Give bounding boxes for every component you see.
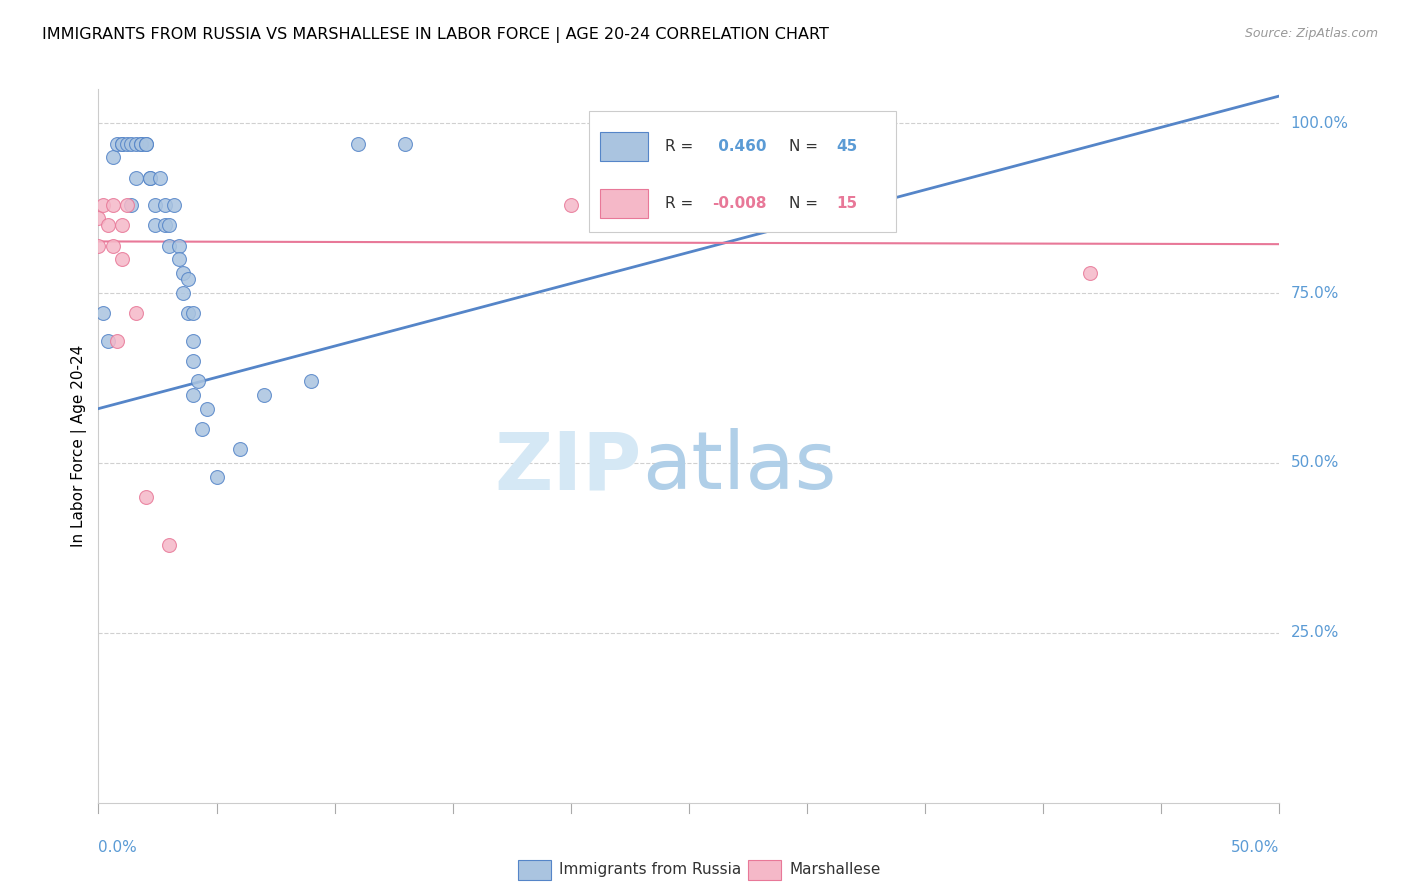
Point (129, 136, 152, 151)
Point (172, 266, 194, 280)
Text: 45: 45 (837, 139, 858, 153)
Point (105, 136, 128, 151)
Text: 25.0%: 25.0% (1291, 625, 1339, 640)
Text: N =: N = (789, 196, 818, 211)
Point (101, 150, 124, 164)
Point (153, 218, 176, 232)
Point (157, 537, 180, 551)
Point (163, 198, 186, 212)
Point (139, 170, 162, 185)
Text: -0.008: -0.008 (713, 196, 768, 211)
Point (125, 136, 148, 151)
Point (97, 334, 120, 348)
Point (181, 354, 204, 368)
Point (105, 334, 128, 348)
Point (135, 136, 157, 151)
Point (153, 198, 176, 212)
Text: 100.0%: 100.0% (1291, 116, 1348, 131)
Text: 0.0%: 0.0% (98, 840, 138, 855)
Point (394, 136, 416, 151)
FancyBboxPatch shape (589, 111, 896, 232)
Bar (600, 132, 648, 161)
Text: Immigrants from Russia: Immigrants from Russia (560, 863, 741, 878)
Bar (748, 860, 782, 880)
Bar (517, 860, 551, 880)
Text: 50.0%: 50.0% (1291, 456, 1339, 470)
Point (129, 136, 152, 151)
Text: R =: R = (665, 196, 693, 211)
Point (115, 198, 138, 212)
Point (1080, 266, 1102, 280)
Point (253, 388, 276, 402)
Point (157, 218, 180, 232)
Text: N =: N = (789, 139, 818, 153)
Y-axis label: In Labor Force | Age 20-24: In Labor Force | Age 20-24 (72, 345, 87, 547)
Text: Source: ZipAtlas.com: Source: ZipAtlas.com (1244, 27, 1378, 40)
Point (167, 238, 190, 252)
Point (172, 286, 194, 301)
Point (87, 238, 110, 252)
Text: 15: 15 (837, 196, 858, 211)
Text: 0.460: 0.460 (713, 139, 766, 153)
Point (135, 136, 157, 151)
Point (187, 375, 209, 389)
Point (607, 136, 630, 151)
Text: ZIP: ZIP (495, 428, 641, 507)
Point (139, 170, 162, 185)
Bar (600, 189, 648, 218)
Point (91, 306, 114, 320)
Text: R =: R = (665, 139, 693, 153)
Point (111, 252, 134, 266)
Point (125, 306, 148, 320)
Point (101, 198, 124, 212)
Text: atlas: atlas (641, 428, 837, 507)
Point (181, 388, 204, 402)
Point (121, 198, 143, 212)
Point (177, 272, 200, 286)
Point (205, 469, 228, 483)
Point (347, 136, 370, 151)
Point (125, 170, 148, 185)
Point (299, 375, 322, 389)
Point (149, 170, 172, 185)
Point (157, 238, 180, 252)
Point (143, 218, 166, 232)
Point (87, 211, 110, 226)
Text: IMMIGRANTS FROM RUSSIA VS MARSHALLESE IN LABOR FORCE | AGE 20-24 CORRELATION CHA: IMMIGRANTS FROM RUSSIA VS MARSHALLESE IN… (42, 27, 830, 43)
Text: 50.0%: 50.0% (1232, 840, 1279, 855)
Text: 75.0%: 75.0% (1291, 285, 1339, 301)
Point (167, 252, 190, 266)
Point (229, 442, 252, 457)
Point (195, 401, 218, 416)
Point (115, 136, 138, 151)
Point (181, 306, 204, 320)
Point (101, 238, 124, 252)
Point (181, 334, 204, 348)
Point (91, 198, 114, 212)
Point (97, 218, 120, 232)
Point (177, 306, 200, 320)
Point (111, 136, 134, 151)
Point (191, 422, 214, 436)
Point (560, 198, 582, 212)
Point (111, 218, 134, 232)
Point (143, 198, 166, 212)
Point (135, 490, 157, 504)
Point (121, 136, 143, 151)
Point (111, 136, 134, 151)
Text: Marshallese: Marshallese (789, 863, 880, 878)
